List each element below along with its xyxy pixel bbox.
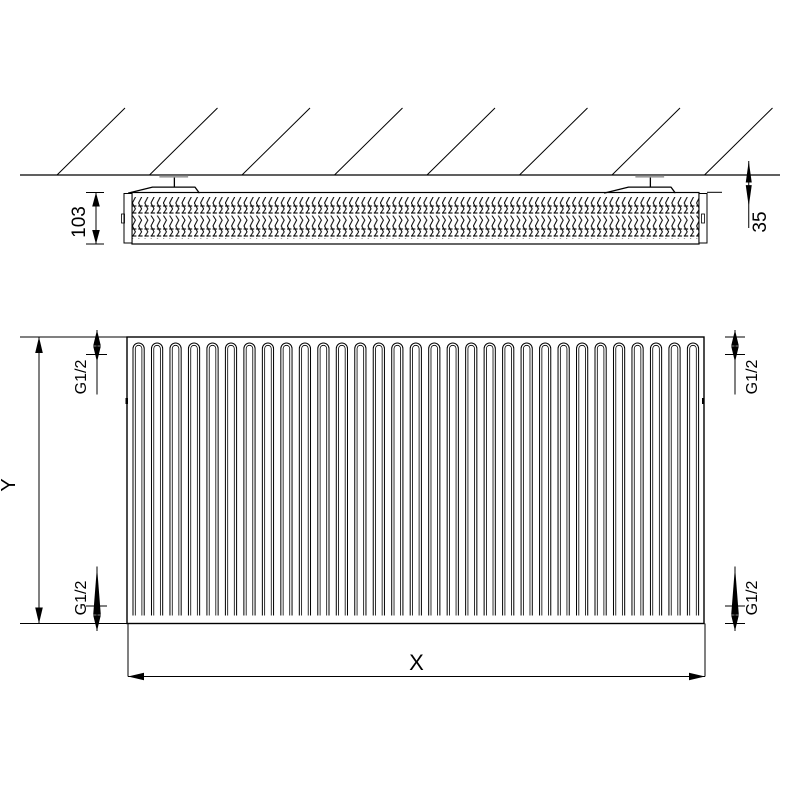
svg-text:G1/2: G1/2 [744,360,761,395]
svg-text:Y: Y [0,478,20,491]
svg-text:35: 35 [750,211,771,232]
svg-text:G1/2: G1/2 [73,360,90,395]
svg-text:G1/2: G1/2 [73,581,90,616]
svg-text:103: 103 [69,206,90,238]
svg-text:G1/2: G1/2 [744,581,761,616]
svg-text:X: X [409,650,424,675]
